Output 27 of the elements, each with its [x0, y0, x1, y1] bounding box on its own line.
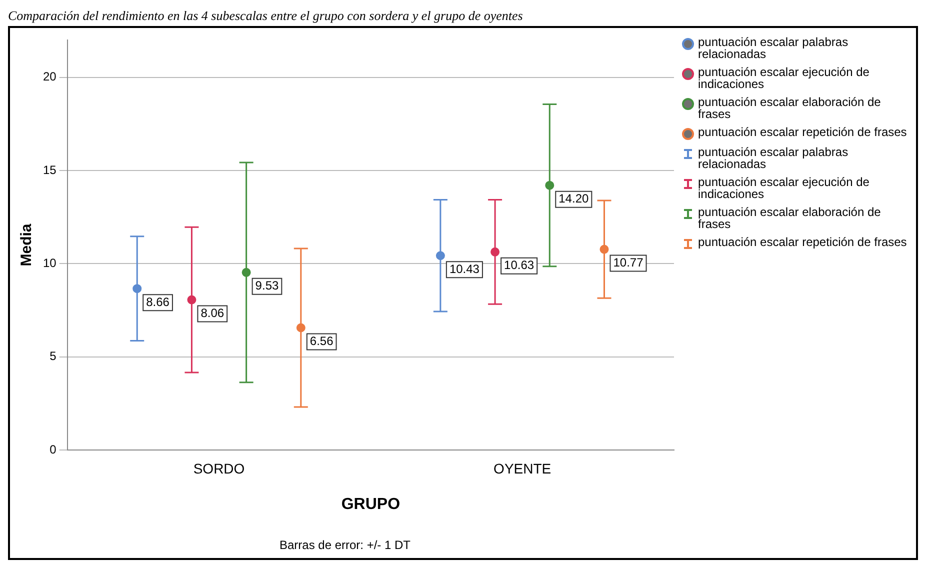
data-label: 10.43	[449, 262, 480, 276]
chart-title: Comparación del rendimiento en las 4 subescalas entre el grupo con sordera y el grupo de oyentes	[8, 8, 524, 25]
x-tick-label: SORDO	[193, 460, 245, 476]
data-label: 10.63	[504, 258, 534, 272]
y-tick-label: 15	[42, 162, 57, 177]
legend-label: puntuación escalar palabras relacionadas	[698, 145, 850, 171]
y-axis-title: Media	[18, 223, 36, 266]
legend-label: puntuación escalar elaboración de frases	[698, 205, 882, 231]
data-label: 8.06	[200, 306, 224, 320]
text: puntuación escalar elaboración de frases	[698, 95, 881, 121]
text: puntuación escalar repetición de frases	[698, 125, 907, 139]
text: Barras de error: +/- 1 DT	[278, 538, 412, 552]
text: puntuación escalar palabras relacionadas	[698, 35, 848, 61]
y-tick-label: 5	[50, 349, 57, 364]
y-tick-label: 10	[42, 256, 57, 270]
data-label: 10.77	[613, 256, 644, 270]
y-tick-label: 0	[50, 442, 57, 456]
legend-label: puntuación escalar ejecución de indicaciones	[698, 175, 870, 201]
data-label: 8.66	[146, 294, 170, 309]
data-label: 9.53	[255, 278, 279, 293]
text: puntuación escalar ejecución de indicaciones	[698, 65, 870, 91]
legend-label: puntuación escalar repetición de frases	[698, 235, 908, 249]
data-label: 14.20	[558, 192, 589, 206]
x-axis-title: GRUPO	[341, 496, 400, 513]
y-tick-label: 20	[42, 70, 57, 84]
x-tick-label: OYENTE	[494, 460, 552, 476]
data-label: 6.56	[310, 334, 334, 348]
